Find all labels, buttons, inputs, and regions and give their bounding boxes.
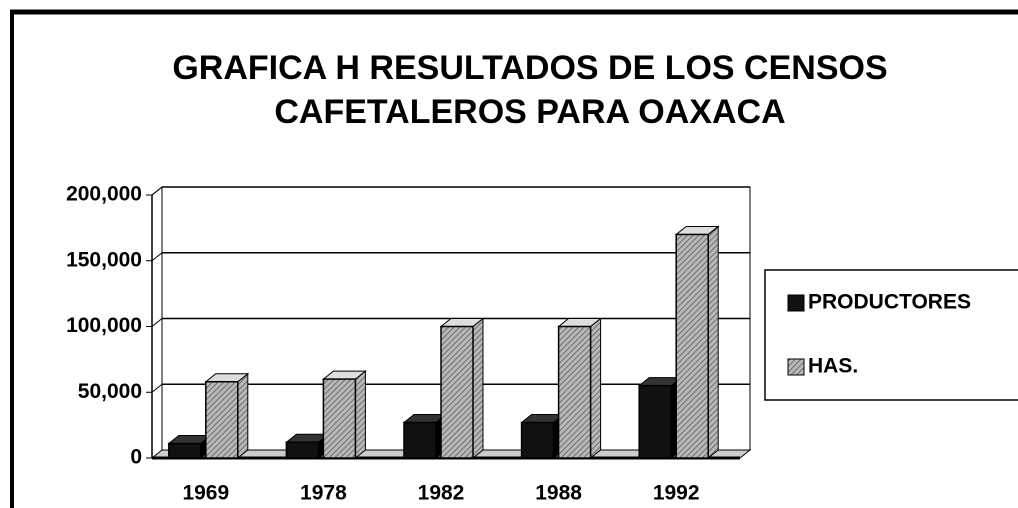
chart-title: GRAFICA H RESULTADOS DE LOS CENSOS [172, 49, 887, 87]
x-tick-label: 1969 [182, 482, 229, 505]
y-tick-label: 200,000 [66, 183, 142, 206]
y-tick-label: 150,000 [66, 248, 142, 271]
bar [637, 376, 683, 460]
grid-line [151, 318, 163, 327]
y-tick-label: 0 [130, 446, 142, 469]
x-tick-label: 1982 [418, 482, 465, 505]
legend-box [764, 269, 1018, 401]
bar [167, 434, 213, 460]
bar [284, 433, 330, 460]
bar [204, 372, 250, 460]
chart-title: CAFETALEROS PARA OAXACA [274, 93, 785, 131]
grid-line [151, 252, 163, 262]
bar [321, 370, 367, 460]
x-tick-label: 1978 [300, 482, 347, 505]
y-tick-label: 100,000 [66, 314, 142, 337]
bar [557, 317, 603, 460]
legend-label: PRODUCTORES [808, 291, 971, 314]
bar [674, 225, 720, 460]
bar [439, 317, 485, 460]
legend-label: HAS. [808, 355, 858, 378]
grid-line [151, 186, 163, 196]
legend-swatch [787, 294, 805, 312]
bar [402, 413, 448, 460]
bar [520, 413, 566, 460]
x-tick-label: 1988 [535, 482, 582, 505]
grid-line [151, 383, 163, 393]
x-tick-label: 1992 [653, 482, 700, 505]
y-tick-label: 50,000 [78, 380, 142, 403]
legend-swatch [787, 358, 805, 376]
